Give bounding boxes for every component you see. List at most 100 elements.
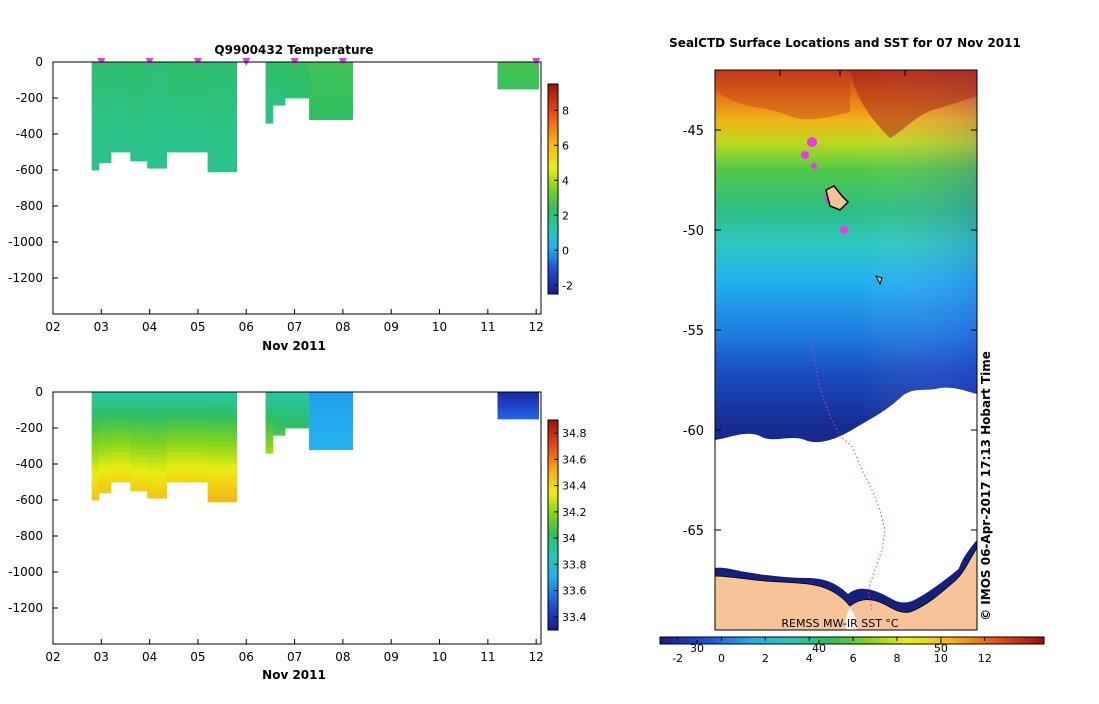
data-cell <box>166 118 209 123</box>
data-cell <box>272 401 286 404</box>
data-cell <box>166 418 209 423</box>
data-cell <box>166 414 209 419</box>
data-cell <box>284 89 310 91</box>
data-cell <box>130 90 148 96</box>
data-cell <box>130 111 148 117</box>
data-cell <box>91 62 100 67</box>
data-cell <box>207 410 237 416</box>
data-cell <box>147 493 167 499</box>
data-cell <box>272 397 286 400</box>
sst-colorbar-ticks: -2 0 2 4 6 8 10 12 30 40 50 <box>672 637 992 665</box>
colorbar-tick-label: 34.2 <box>562 506 587 519</box>
data-cell <box>272 98 286 101</box>
data-cell <box>91 143 100 148</box>
data-cell <box>497 82 539 84</box>
lat-tick-label: -60 <box>683 424 704 439</box>
data-cell <box>91 396 100 402</box>
data-cell <box>130 478 148 484</box>
data-cell <box>110 452 131 457</box>
data-cell <box>272 415 286 418</box>
colorbar-tick-label: 34.8 <box>562 427 587 440</box>
data-cell <box>309 98 353 101</box>
data-cell <box>265 440 274 444</box>
data-cell <box>272 85 286 88</box>
data-cell <box>166 429 209 434</box>
temperature-x-axis: 02 03 04 05 06 07 08 09 10 11 12 <box>45 309 544 334</box>
seal-location <box>840 226 848 234</box>
data-cell <box>130 420 148 426</box>
data-cell <box>98 95 112 101</box>
data-cell <box>110 88 131 93</box>
data-cell <box>130 470 148 475</box>
data-cell <box>497 402 539 404</box>
data-cell <box>265 100 274 104</box>
data-cell <box>284 92 310 94</box>
island <box>875 275 883 286</box>
data-cell <box>497 84 539 87</box>
data-cell <box>284 78 310 81</box>
colorbar-tick-label: 2 <box>562 209 569 222</box>
colorbar-tick-label: 34.6 <box>562 453 587 466</box>
data-cell <box>91 419 100 424</box>
data-cell <box>497 411 539 413</box>
data-cell <box>91 107 100 112</box>
data-cell <box>130 66 148 71</box>
data-cell <box>166 103 209 108</box>
sst-celsius-label: 6 <box>850 652 857 665</box>
data-cell <box>91 111 100 117</box>
data-cell <box>207 66 237 72</box>
data-cell <box>284 399 310 402</box>
data-cell <box>284 77 310 79</box>
data-cell <box>207 158 237 164</box>
data-cell <box>265 82 274 86</box>
data-cell <box>91 66 100 72</box>
data-cell <box>147 436 167 442</box>
data-cell <box>284 405 310 408</box>
data-cell <box>309 435 353 438</box>
data-cell <box>166 392 209 397</box>
data-cell <box>147 449 167 455</box>
data-cell <box>98 83 112 88</box>
data-cell <box>265 422 274 426</box>
data-cell <box>309 416 353 419</box>
data-cell <box>166 77 209 82</box>
data-cell <box>110 463 131 468</box>
data-cell <box>207 405 237 411</box>
data-cell <box>130 408 148 414</box>
data-cell <box>147 405 167 411</box>
data-cell <box>265 425 274 429</box>
data-cell <box>166 107 209 112</box>
data-cell <box>284 95 310 97</box>
data-cell <box>91 75 100 81</box>
data-cell <box>98 438 112 443</box>
data-cell <box>98 74 112 80</box>
sst-colorbar <box>659 636 1045 645</box>
data-cell <box>207 414 237 420</box>
data-cell <box>207 139 237 145</box>
data-cell <box>265 77 274 81</box>
data-cell <box>98 158 112 164</box>
data-cell <box>497 412 539 414</box>
data-cell <box>272 90 286 93</box>
data-cell <box>110 92 131 97</box>
data-cell <box>147 62 167 67</box>
data-cell <box>309 437 353 441</box>
data-cell <box>91 120 100 126</box>
data-cell <box>147 392 167 397</box>
x-tick-label: 04 <box>142 320 157 334</box>
data-cell <box>91 459 100 465</box>
sea-ice <box>715 387 977 606</box>
data-cell <box>272 433 286 436</box>
data-cell <box>265 412 274 416</box>
salinity-x-label: Nov 2011 <box>262 668 326 682</box>
salinity-panel: 0 -200 -400 -600 -800 -1000 -1200 02 03 04 05 06 07… <box>8 385 586 682</box>
data-cell <box>110 455 131 460</box>
data-cell <box>147 418 167 424</box>
data-cell <box>272 431 286 434</box>
data-cell <box>166 448 209 453</box>
data-cell <box>284 398 310 400</box>
data-cell <box>110 410 131 415</box>
data-cell <box>309 418 353 422</box>
data-cell <box>497 71 539 73</box>
y-tick-label: -1200 <box>8 601 43 615</box>
